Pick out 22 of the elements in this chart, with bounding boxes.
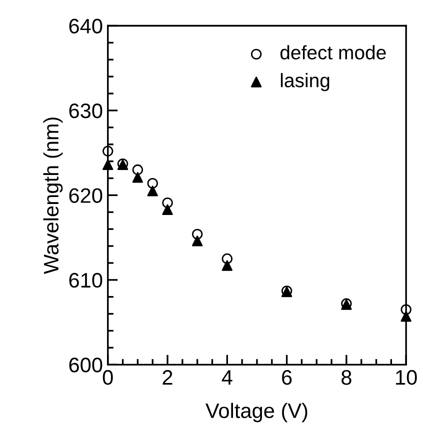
point [162, 204, 173, 215]
legend-label: lasing [280, 73, 330, 92]
x-tick-label: 6 [282, 370, 292, 385]
y-tick-label: 630 [69, 103, 102, 118]
x-tick-label: 4 [222, 370, 232, 385]
point [132, 172, 144, 183]
point [400, 311, 412, 322]
point [102, 159, 114, 170]
x-axis-title: Voltage (V) [206, 402, 308, 422]
y-axis-title: Wavelength (nm) [43, 118, 63, 274]
x-tick-label: 10 [396, 370, 417, 385]
y-tick-label: 600 [69, 358, 102, 372]
y-tick-label: 620 [69, 188, 102, 203]
x-tick-label: 8 [342, 370, 352, 385]
point [192, 236, 203, 246]
y-tick-label: 640 [69, 18, 102, 34]
legend-label: defect mode [280, 45, 386, 60]
x-tick-label: 2 [162, 370, 172, 385]
y-tick-label: 610 [69, 272, 102, 288]
point [147, 186, 158, 196]
point [222, 260, 233, 271]
x-tick-label: 0 [102, 370, 113, 385]
